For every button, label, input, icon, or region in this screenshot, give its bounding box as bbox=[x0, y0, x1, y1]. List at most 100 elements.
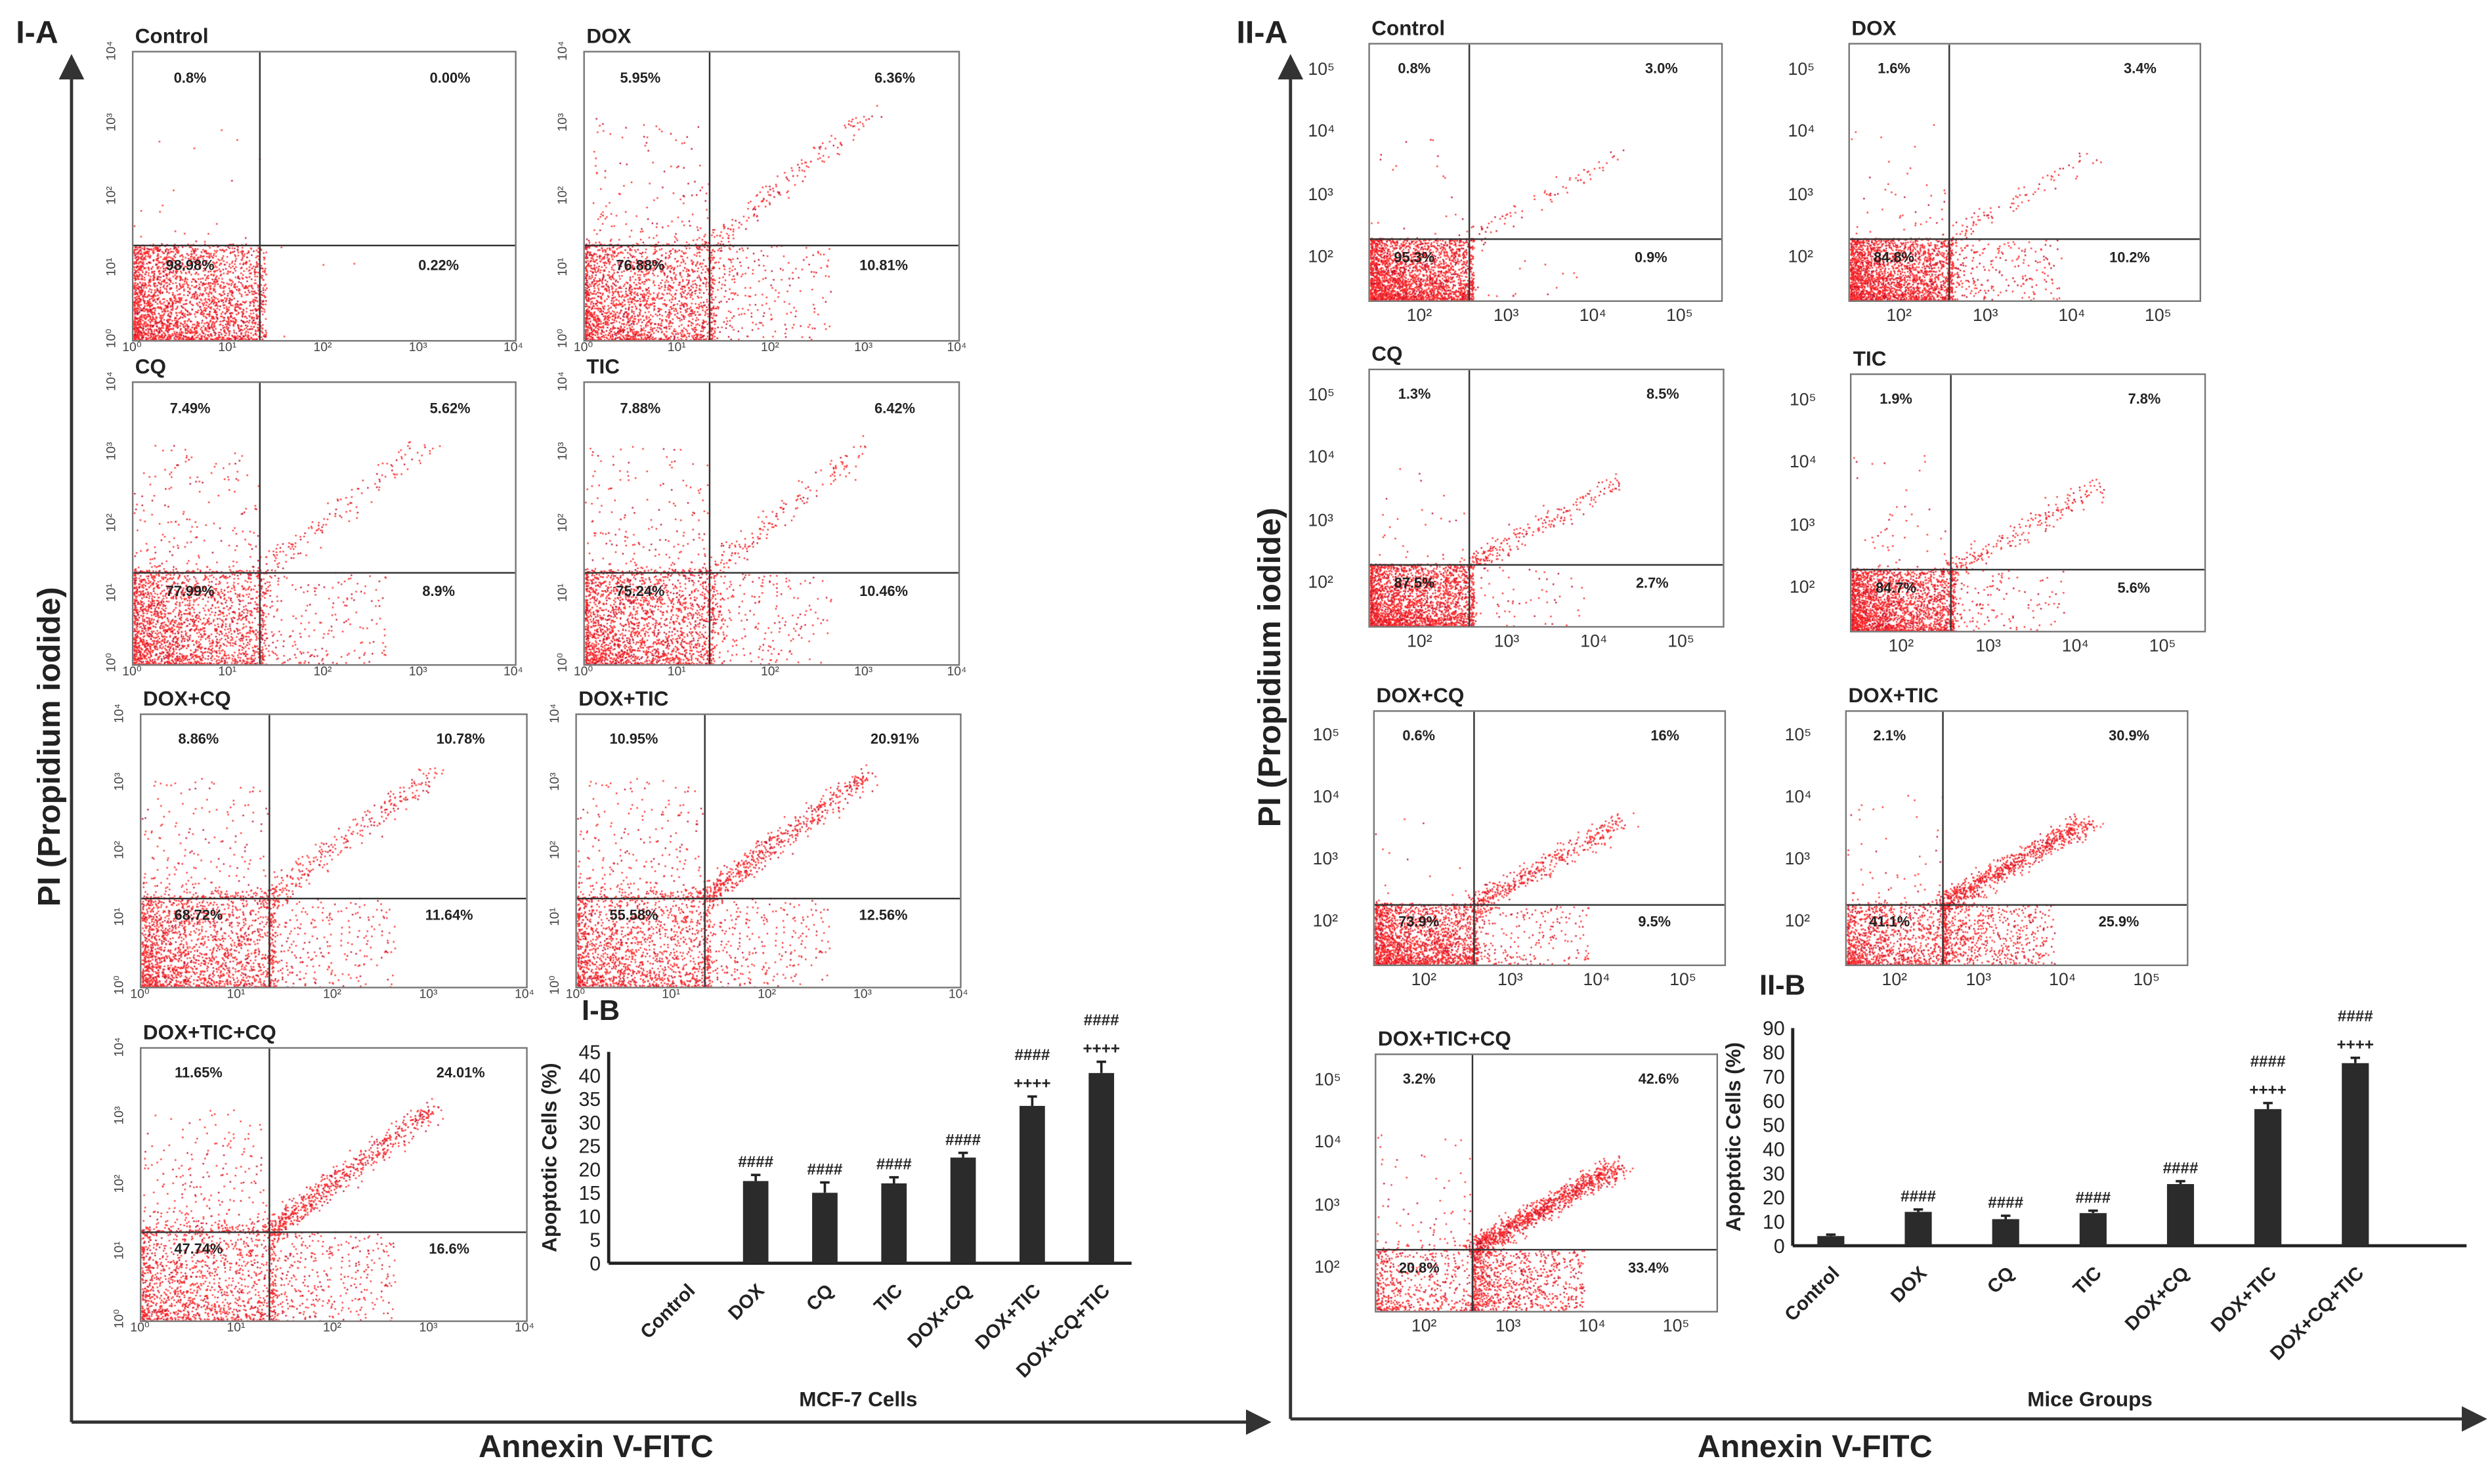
x-tick-label: 10⁴ bbox=[2058, 307, 2086, 326]
y-tick-label: 10³ bbox=[1308, 185, 1333, 205]
category-label: DOX bbox=[724, 1280, 769, 1325]
quadrant-percent-lr: 9.5% bbox=[1638, 914, 1671, 930]
x-tick-label: 10⁴ bbox=[1578, 1317, 1606, 1336]
quadrant-percent-ll: 84.8% bbox=[1874, 249, 1914, 265]
quadrant-gate-horizontal[interactable] bbox=[133, 245, 515, 247]
x-tick-label: 10² bbox=[1886, 307, 1912, 326]
x-tick-label: 10⁵ bbox=[1667, 632, 1694, 652]
significance-mark: ++++ bbox=[2249, 1081, 2287, 1099]
significance-mark: #### bbox=[876, 1156, 912, 1174]
quadrant-gate-vertical[interactable] bbox=[708, 383, 710, 664]
panel-title: TIC bbox=[1853, 346, 1887, 371]
quadrant-gate-vertical[interactable] bbox=[1468, 44, 1471, 301]
quadrant-percent-lr: 12.56% bbox=[859, 908, 908, 924]
quadrant-gate-vertical[interactable] bbox=[268, 1048, 270, 1321]
category-label: DOX+CQ bbox=[904, 1281, 976, 1353]
scatter-dots bbox=[1851, 375, 2204, 631]
x-tick-label: 10⁴ bbox=[514, 986, 534, 1002]
y-tick-label: 45 bbox=[578, 1042, 601, 1064]
y-tick-label: 90 bbox=[1763, 1018, 1785, 1040]
category-label: Control bbox=[637, 1281, 700, 1344]
y-tick-label: 10² bbox=[1308, 247, 1333, 267]
x-axis-title: Mice Groups bbox=[2027, 1388, 2153, 1411]
scatter-dots bbox=[576, 715, 960, 987]
quadrant-gate-horizontal[interactable] bbox=[1376, 1249, 1717, 1252]
quadrant-gate-horizontal[interactable] bbox=[1369, 564, 1723, 566]
y-tick-label: 10⁴ bbox=[1789, 453, 1817, 473]
bar bbox=[1088, 1072, 1115, 1263]
quadrant-gate-vertical[interactable] bbox=[259, 52, 261, 341]
quadrant-gate-horizontal[interactable] bbox=[1369, 239, 1721, 241]
quadrant-percent-lr: 16.6% bbox=[429, 1241, 470, 1258]
quadrant-gate-horizontal[interactable] bbox=[1847, 904, 2187, 906]
y-tick-label: 10⁴ bbox=[1312, 788, 1340, 808]
significance-mark: ++++ bbox=[2337, 1036, 2374, 1054]
scatter-dots bbox=[141, 1048, 526, 1321]
quadrant-percent-ll: 41.1% bbox=[1869, 914, 1910, 930]
y-tick-label: 10² bbox=[1308, 574, 1333, 593]
quadrant-percent-lr: 2.7% bbox=[1635, 574, 1669, 591]
x-tick-label: 10⁵ bbox=[1662, 1317, 1690, 1336]
x-tick-label: 10⁵ bbox=[2133, 971, 2160, 990]
x-tick-label: 10¹ bbox=[218, 340, 237, 354]
quadrant-percent-ur: 0.00% bbox=[429, 70, 471, 86]
quadrant-gate-vertical[interactable] bbox=[1948, 44, 1950, 301]
x-axis-label-ii: Annexin V-FITC bbox=[1697, 1430, 1933, 1466]
quadrant-gate-horizontal[interactable] bbox=[576, 897, 960, 899]
quadrant-gate-vertical[interactable] bbox=[1469, 370, 1471, 626]
quadrant-percent-ur: 6.36% bbox=[874, 70, 915, 86]
y-tick-label: 10³ bbox=[1314, 1195, 1340, 1216]
dot-plot: 1.3% 8.5% 87.5% 2.7% bbox=[1368, 368, 1725, 628]
quadrant-gate-vertical[interactable] bbox=[708, 52, 710, 341]
significance-mark: #### bbox=[2163, 1160, 2199, 1177]
quadrant-gate-vertical[interactable] bbox=[1942, 711, 1944, 965]
category-label: TIC bbox=[2069, 1263, 2106, 1300]
x-tick-label: 10⁵ bbox=[1669, 971, 1696, 990]
y-tick-label: 0 bbox=[590, 1254, 601, 1275]
significance-mark: ++++ bbox=[1083, 1040, 1120, 1058]
x-tick-label: 10² bbox=[1411, 971, 1437, 990]
quadrant-gate-vertical[interactable] bbox=[703, 715, 705, 987]
quadrant-gate-vertical[interactable] bbox=[1471, 1055, 1473, 1311]
quadrant-gate-vertical[interactable] bbox=[268, 715, 270, 987]
bar bbox=[2342, 1063, 2369, 1246]
quadrant-gate-horizontal[interactable] bbox=[133, 571, 515, 573]
dot-plot: 0.8% 0.00% 98.98% 0.22% bbox=[131, 51, 517, 342]
quadrant-percent-ul: 7.49% bbox=[169, 400, 211, 416]
quadrant-gate-vertical[interactable] bbox=[1950, 375, 1952, 631]
quadrant-gate-horizontal[interactable] bbox=[1849, 239, 2200, 241]
x-tick-label: 10⁴ bbox=[947, 340, 967, 354]
quadrant-percent-ll: 75.24% bbox=[616, 582, 665, 599]
category-label: CQ bbox=[802, 1281, 837, 1315]
x-tick-label: 10⁰ bbox=[565, 986, 586, 1002]
dot-plot: 5.95% 6.36% 76.88% 10.81% bbox=[583, 51, 960, 342]
x-tick-label: 10³ bbox=[408, 340, 427, 354]
quadrant-gate-horizontal[interactable] bbox=[1851, 569, 2204, 571]
quadrant-gate-vertical[interactable] bbox=[259, 383, 261, 664]
y-tick-label: 10² bbox=[1784, 912, 1811, 932]
quadrant-percent-ul: 5.95% bbox=[620, 70, 661, 86]
quadrant-percent-lr: 8.9% bbox=[422, 582, 456, 599]
y-tick-label: 20 bbox=[1763, 1187, 1785, 1209]
panel-title: DOX bbox=[1851, 16, 1897, 40]
quadrant-gate-horizontal[interactable] bbox=[141, 897, 526, 899]
quadrant-percent-ul: 1.3% bbox=[1398, 385, 1431, 402]
panel-title: DOX+CQ bbox=[1376, 683, 1465, 708]
quadrant-gate-horizontal[interactable] bbox=[141, 1231, 526, 1233]
quadrant-gate-horizontal[interactable] bbox=[584, 571, 958, 573]
quadrant-gate-horizontal[interactable] bbox=[1375, 904, 1725, 906]
quadrant-percent-lr: 10.81% bbox=[859, 256, 908, 273]
x-tick-label: 10² bbox=[313, 664, 332, 679]
category-label: DOX+TIC bbox=[972, 1281, 1045, 1354]
x-tick-label: 10² bbox=[758, 986, 777, 1002]
x-tick-label: 10² bbox=[760, 664, 779, 679]
x-tick-label: 10⁰ bbox=[122, 340, 142, 354]
quadrant-percent-ur: 42.6% bbox=[1638, 1070, 1679, 1087]
quadrant-gate-horizontal[interactable] bbox=[584, 245, 958, 247]
x-tick-label: 10² bbox=[313, 340, 332, 354]
y-tick-label: 10² bbox=[1788, 247, 1814, 267]
quadrant-percent-ul: 2.1% bbox=[1873, 727, 1906, 743]
x-tick-label: 10² bbox=[1881, 971, 1908, 990]
quadrant-gate-vertical[interactable] bbox=[1472, 711, 1474, 965]
y-axis-title: Apoptotic Cells (%) bbox=[538, 1063, 561, 1252]
